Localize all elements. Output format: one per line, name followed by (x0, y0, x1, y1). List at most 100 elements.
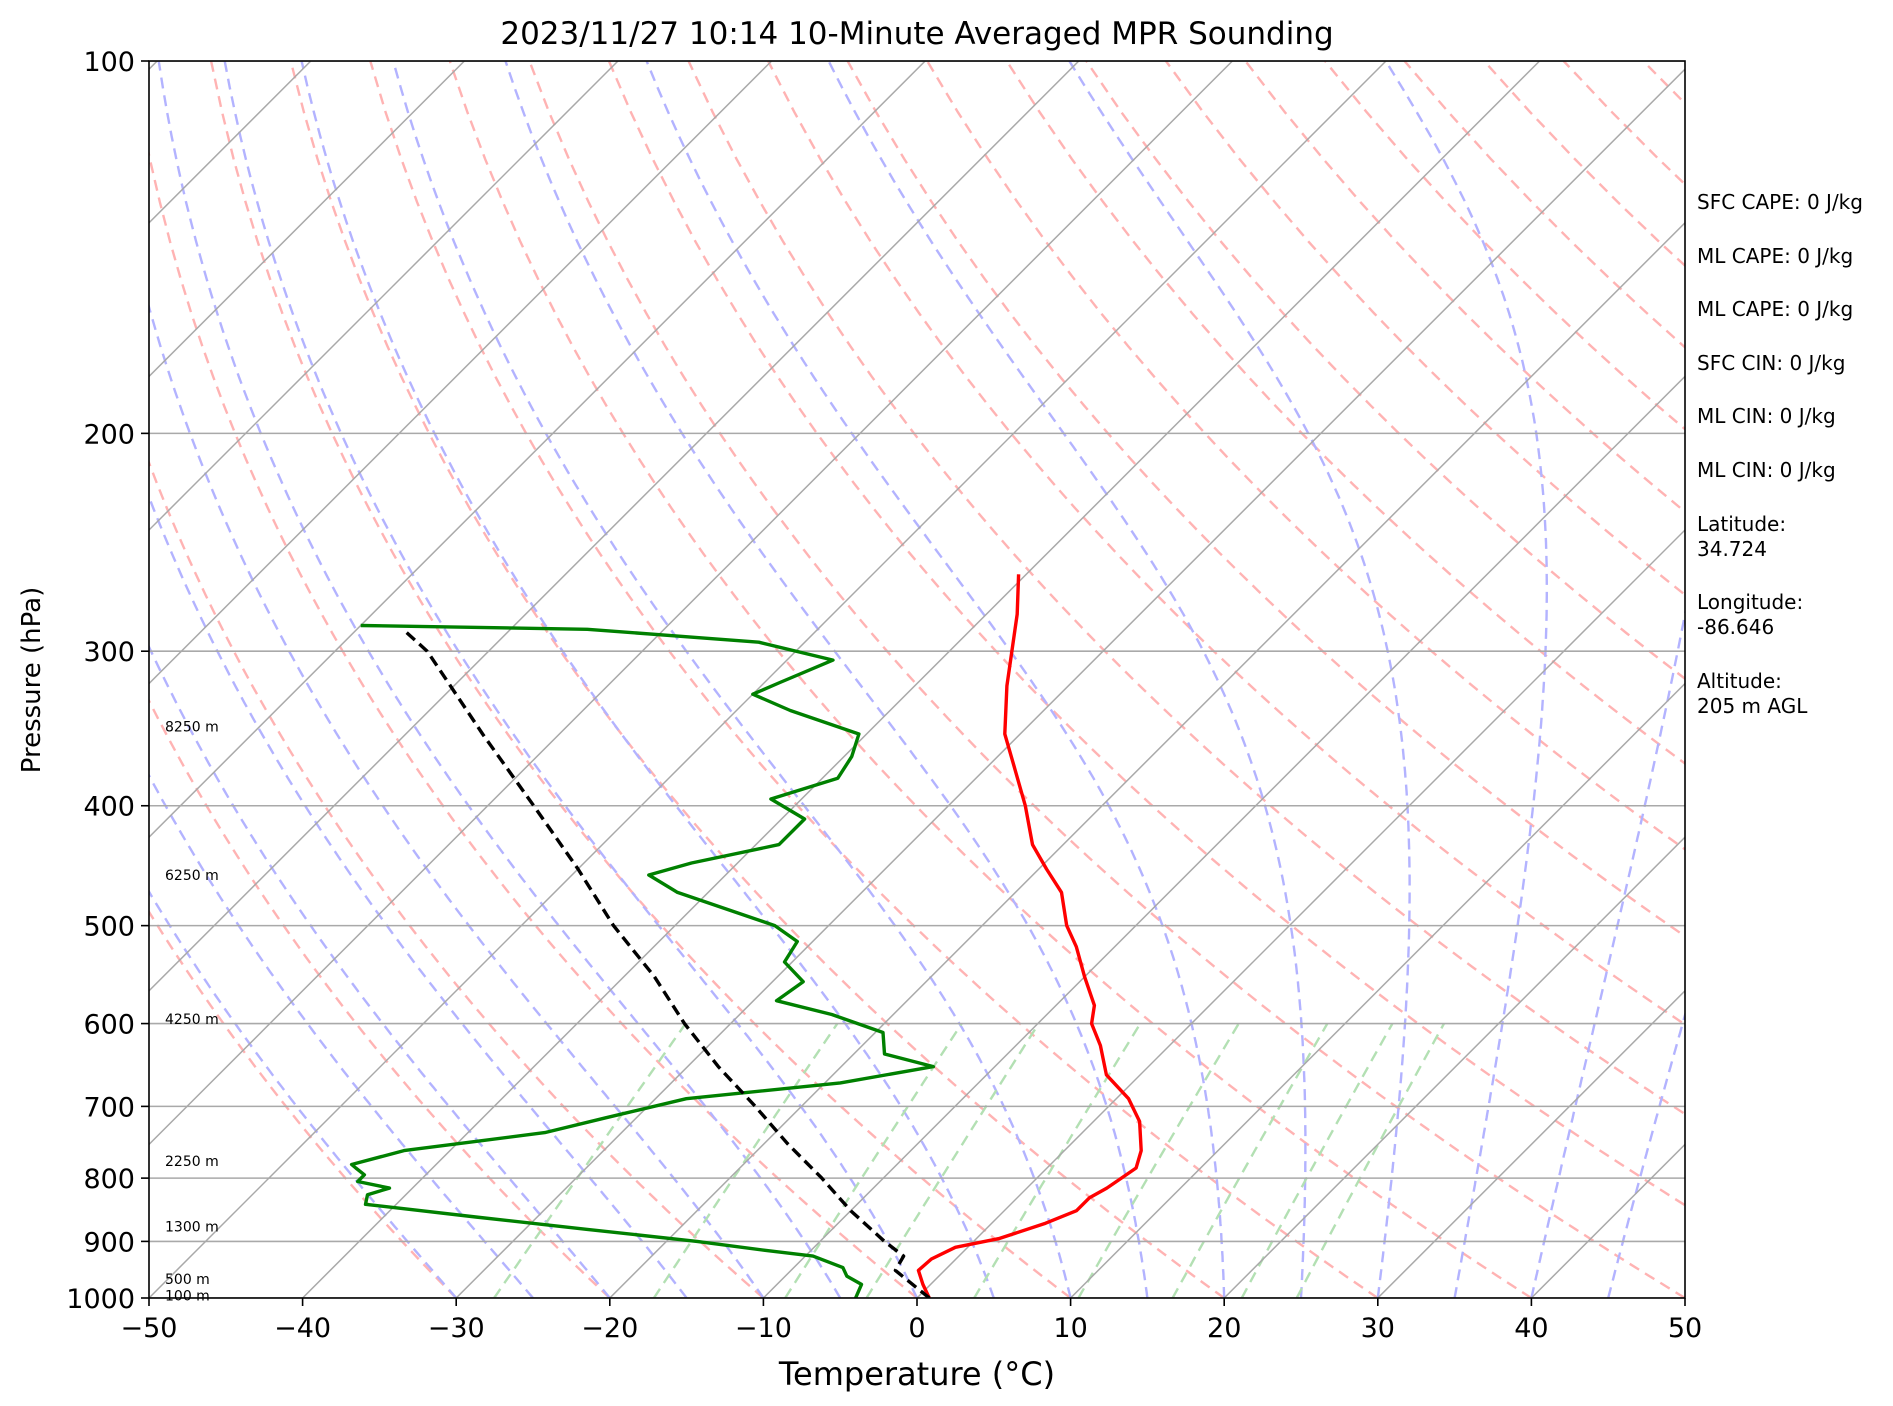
dry-adiabat-line (149, 698, 611, 1298)
moist-adiabat-line (1530, 607, 1685, 1298)
y-tick-label: 700 (83, 1092, 135, 1123)
moist-adiabat-line (645, 61, 1226, 1298)
isotherm-line (149, 61, 1080, 992)
y-tick-label: 1000 (66, 1284, 135, 1315)
height-label: 2250 m (165, 1154, 219, 1170)
dry-adiabat-line (289, 61, 1225, 1298)
dry-adiabat-line (926, 61, 1685, 851)
y-axis-title: Pressure (hPa) (17, 587, 47, 774)
dry-adiabat-line (1085, 61, 1685, 681)
x-tick-label: 40 (1514, 1313, 1548, 1344)
dry-adiabat-line (607, 61, 1685, 1207)
dry-adiabat-line (149, 148, 918, 1298)
x-tick-label: −50 (121, 1313, 178, 1344)
moist-adiabat-line (392, 61, 1072, 1298)
x-tick-label: 30 (1361, 1313, 1395, 1344)
stat-ml-cape: ML CAPE: 0 J/kg (1697, 244, 1853, 268)
y-tick-label: 200 (83, 419, 135, 450)
isotherm-line (762, 375, 1685, 1298)
latitude-label: Latitude: (1697, 512, 1786, 536)
isotherm-line (149, 61, 926, 839)
x-tick-label: 20 (1207, 1313, 1241, 1344)
altitude-value: 205 m AGL (1697, 694, 1808, 718)
moist-adiabat-line (300, 61, 995, 1298)
dry-adiabat-line (1164, 61, 1685, 597)
moist-adiabat-line (149, 773, 534, 1298)
mixing-ratio-line (652, 1022, 839, 1298)
y-tick-label: 800 (83, 1164, 135, 1195)
x-tick-label: −30 (428, 1313, 485, 1344)
height-label: 6250 m (165, 868, 219, 884)
isotherm-line (149, 61, 773, 685)
moist-adiabat-line (827, 61, 1307, 1298)
y-tick-label: 600 (83, 1010, 135, 1041)
isotherm-line (1223, 836, 1685, 1298)
mixing-ratio-line (784, 1022, 963, 1298)
y-tick-label: 100 (83, 47, 135, 78)
dewpoint-line (349, 623, 936, 1298)
height-label: 500 m (165, 1272, 210, 1288)
moist-adiabat-line (223, 61, 919, 1298)
mixing-ratio-line (973, 1022, 1142, 1298)
isotherm-line (1070, 682, 1685, 1298)
latitude-value: 34.724 (1697, 537, 1767, 561)
height-label: 100 m (165, 1288, 210, 1304)
y-tick-label: 400 (83, 792, 135, 823)
height-label: 8250 m (165, 719, 219, 735)
isotherm-line (1377, 989, 1685, 1298)
moist-adiabat-line (149, 889, 458, 1298)
moist-adiabat-line (1068, 61, 1411, 1298)
y-tick-label: 300 (83, 637, 135, 668)
height-label: 1300 m (165, 1219, 219, 1235)
dry-adiabat-line (149, 909, 458, 1298)
plot-frame (148, 60, 1686, 1299)
dry-adiabat-line (528, 61, 1685, 1298)
isotherm-line (149, 61, 465, 378)
mixing-ratio-line (1077, 1022, 1240, 1298)
chart-title: 2023/11/27 10:14 10-Minute Averaged MPR … (500, 16, 1333, 52)
moist-adiabat-line (504, 61, 1149, 1298)
isotherm-line (302, 61, 1541, 1298)
moist-adiabat-line (149, 493, 688, 1298)
height-label: 4250 m (165, 1012, 219, 1028)
parcel-path-line (401, 628, 931, 1298)
y-tick-label: 500 (83, 912, 135, 943)
longitude-label: Longitude: (1697, 590, 1803, 614)
x-tick-label: −10 (735, 1313, 792, 1344)
stat-sfc-cape: SFC CAPE: 0 J/kg (1697, 190, 1863, 214)
temperature-line (916, 574, 1143, 1298)
x-tick-label: 0 (908, 1313, 925, 1344)
mixing-ratio-line (1295, 1023, 1446, 1298)
stat-sfc-cin: SFC CIN: 0 J/kg (1697, 351, 1845, 375)
isotherm-line (149, 61, 1233, 1146)
stat-ml-cin: ML CIN: 0 J/kg (1697, 404, 1836, 428)
dry-adiabat-line (767, 61, 1685, 1026)
mixing-ratio-line (865, 1022, 1040, 1298)
isotherm-line (0, 61, 4, 1298)
dry-adiabat-line (846, 61, 1685, 938)
x-tick-label: −40 (274, 1313, 331, 1344)
isotherm-line (455, 68, 1685, 1298)
longitude-value: -86.646 (1697, 615, 1774, 639)
dry-adiabat-line (687, 61, 1685, 1116)
mixing-ratio-line (1171, 1023, 1329, 1298)
isotherm-line (149, 61, 1387, 1298)
stat-ml-cape-2: ML CAPE: 0 J/kg (1697, 297, 1853, 321)
mixing-ratio-line (493, 1022, 687, 1298)
dry-adiabat-line (209, 61, 1072, 1298)
dry-adiabat-line (448, 61, 1533, 1298)
x-tick-label: 10 (1053, 1313, 1087, 1344)
moist-adiabat-line (1607, 1010, 1685, 1298)
isotherm-line (149, 61, 619, 532)
moist-adiabat-line (149, 644, 611, 1298)
moist-adiabat-line (1384, 61, 1548, 1298)
x-tick-label: 50 (1668, 1313, 1702, 1344)
y-tick-label: 900 (83, 1227, 135, 1258)
stats-panel: SFC CAPE: 0 J/kg ML CAPE: 0 J/kg ML CAPE… (1697, 190, 1863, 718)
stat-ml-cin-2: ML CIN: 0 J/kg (1697, 458, 1836, 482)
x-axis-title: Temperature (°C) (778, 1355, 1055, 1393)
moist-adiabat-line (157, 61, 842, 1298)
x-tick-label: −20 (581, 1313, 638, 1344)
